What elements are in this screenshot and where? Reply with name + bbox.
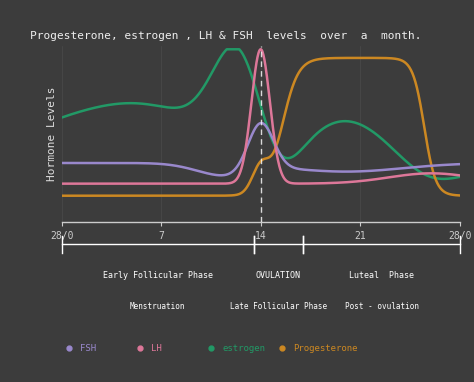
Text: LH: LH: [151, 343, 162, 353]
Text: Luteal  Phase: Luteal Phase: [349, 271, 414, 280]
Text: Progesterone: Progesterone: [293, 343, 358, 353]
Text: OVULATION: OVULATION: [256, 271, 301, 280]
Text: estrogen: estrogen: [222, 343, 265, 353]
Text: Early Follicular Phase: Early Follicular Phase: [102, 271, 213, 280]
Text: FSH: FSH: [80, 343, 96, 353]
Text: Post - ovulation: Post - ovulation: [345, 303, 419, 311]
Text: Late Follicular Phase: Late Follicular Phase: [230, 303, 327, 311]
Text: Menstruation: Menstruation: [130, 303, 185, 311]
Y-axis label: Hormone Levels: Hormone Levels: [47, 86, 57, 181]
Text: Progesterone, estrogen , LH & FSH  levels  over  a  month.: Progesterone, estrogen , LH & FSH levels…: [30, 31, 421, 41]
